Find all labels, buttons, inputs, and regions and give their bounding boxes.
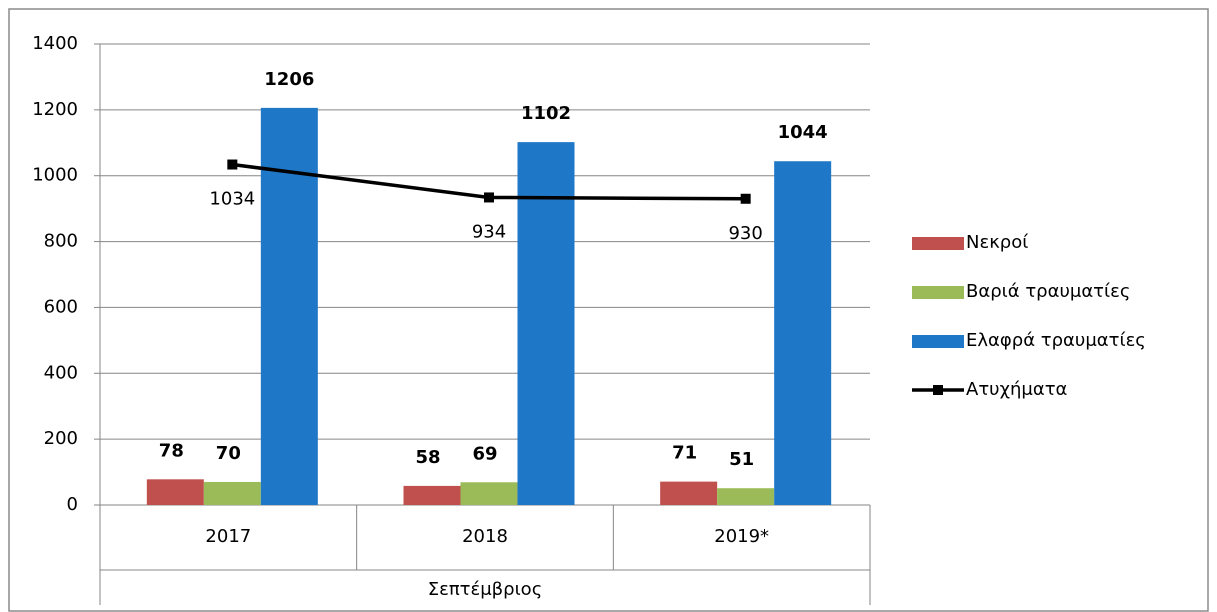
bar-value-label: 51	[729, 449, 754, 470]
line-value-label: 1034	[209, 189, 255, 210]
x-tick-label: 2017	[205, 526, 251, 547]
y-tick-label: 200	[44, 428, 78, 449]
bar	[203, 481, 261, 505]
bar	[517, 142, 575, 505]
bar	[460, 482, 518, 505]
chart-border	[8, 8, 1209, 612]
bar-value-label: 70	[216, 443, 241, 464]
line-value-label: 930	[728, 223, 762, 244]
y-tick-label: 600	[44, 296, 78, 317]
legend-label: Νεκροί	[966, 232, 1028, 253]
line-marker	[484, 192, 494, 203]
legend-marker	[933, 385, 943, 395]
y-tick-label: 400	[44, 362, 78, 383]
bar	[774, 161, 832, 505]
bar	[660, 481, 718, 505]
bar-value-label: 58	[415, 447, 440, 468]
legend-label: Ελαφρά τραυματίες	[966, 330, 1146, 351]
bar-value-label: 1102	[521, 103, 571, 124]
y-tick-label: 1400	[32, 33, 78, 54]
y-tick-label: 1200	[32, 99, 78, 120]
bar	[260, 107, 318, 505]
line-value-label: 934	[472, 221, 506, 242]
bar	[403, 485, 461, 505]
legend-label: Ατυχήματα	[966, 379, 1067, 400]
y-tick-label: 800	[44, 231, 78, 252]
legend-swatch	[912, 286, 964, 299]
bar-value-label: 78	[159, 440, 184, 461]
category-group-label: Σεπτέμβριος	[428, 579, 543, 600]
y-tick-label: 1000	[32, 165, 78, 186]
bar-value-label: 71	[672, 443, 697, 464]
x-tick-label: 2018	[462, 526, 508, 547]
line-marker	[740, 193, 751, 204]
bar-value-label: 69	[472, 443, 497, 464]
line-marker	[227, 159, 238, 170]
bar-value-label: 1044	[778, 122, 828, 143]
x-tick-label: 2019*	[714, 526, 769, 547]
y-tick-label: 0	[67, 494, 78, 515]
bar	[717, 488, 775, 505]
bar	[146, 479, 204, 505]
legend-label: Βαριά τραυματίες	[966, 281, 1130, 302]
legend-swatch	[912, 335, 964, 348]
bar-value-label: 1206	[264, 69, 314, 90]
legend-swatch	[912, 237, 964, 250]
